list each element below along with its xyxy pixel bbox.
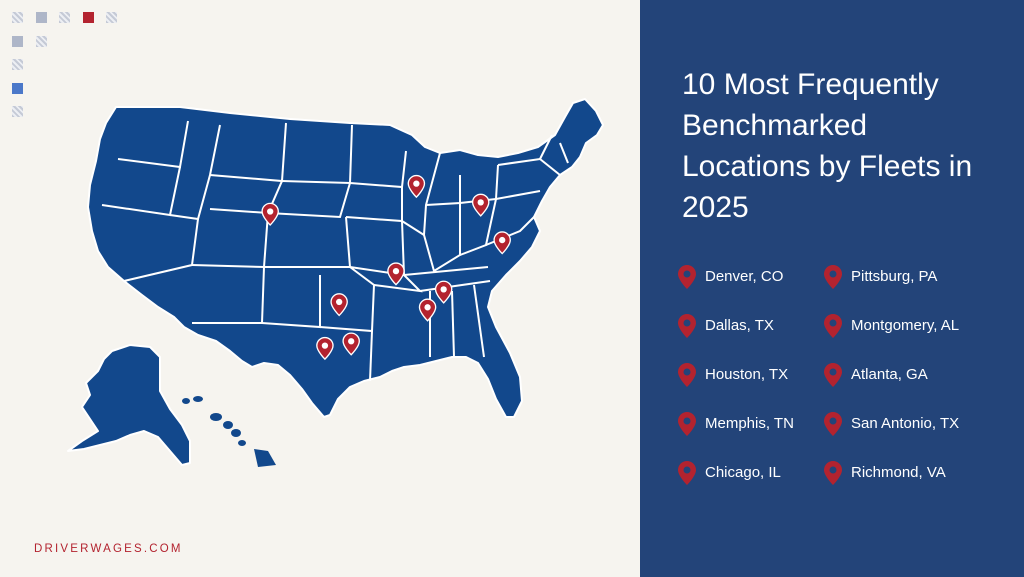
map-pin-icon xyxy=(824,460,842,485)
location-marker[interactable] xyxy=(330,293,348,317)
legend-item: Dallas, TX xyxy=(678,301,824,350)
deco-square xyxy=(106,12,117,23)
deco-square xyxy=(36,36,47,47)
location-marker[interactable] xyxy=(418,298,437,322)
legend-label: Chicago, IL xyxy=(705,464,781,481)
map-pin-icon xyxy=(824,264,842,289)
location-legend: Denver, CO Pittsburg, PA Dallas, TX Montgom… xyxy=(678,252,1008,497)
map-pin-icon xyxy=(824,362,842,387)
map-pin-icon xyxy=(824,411,842,436)
legend-label: Dallas, TX xyxy=(705,317,774,334)
page-title: 10 Most Frequently Benchmarked Locations… xyxy=(682,68,973,224)
location-marker[interactable] xyxy=(316,336,334,361)
map-panel: DRIVERWAGES.COM xyxy=(12,12,604,555)
legend-label: Montgomery, AL xyxy=(851,317,960,334)
deco-square xyxy=(12,83,23,94)
map-pin-icon xyxy=(824,313,842,338)
legend-item: Montgomery, AL xyxy=(824,301,984,350)
legend-label: Pittsburg, PA xyxy=(851,268,938,285)
deco-square xyxy=(12,36,23,47)
legend-item: San Antonio, TX xyxy=(824,399,984,448)
location-marker[interactable] xyxy=(471,193,490,217)
legend-label: Houston, TX xyxy=(705,366,789,383)
legend-item: Memphis, TN xyxy=(678,399,824,448)
deco-square xyxy=(12,106,23,117)
map-pin-icon xyxy=(678,264,696,289)
legend-item: Houston, TX xyxy=(678,350,824,399)
decorative-squares xyxy=(12,12,122,122)
location-marker[interactable] xyxy=(407,174,426,199)
location-marker[interactable] xyxy=(434,280,453,304)
marker-layer xyxy=(261,174,511,361)
map-pin-icon xyxy=(678,362,696,387)
deco-square xyxy=(12,59,23,70)
alaska-shape xyxy=(67,344,191,466)
legend-label: Richmond, VA xyxy=(851,464,946,481)
location-marker[interactable] xyxy=(387,262,405,286)
deco-square xyxy=(83,12,94,23)
hawaii-shapes xyxy=(182,396,276,467)
legend-item: Denver, CO xyxy=(678,252,824,301)
map-pin-icon xyxy=(678,411,696,436)
legend-label: Memphis, TN xyxy=(705,415,794,432)
brand-url[interactable]: DRIVERWAGES.COM xyxy=(34,543,183,555)
legend-panel: 10 Most Frequently Benchmarked Locations… xyxy=(640,0,1024,577)
legend-label: Denver, CO xyxy=(705,268,784,285)
deco-square xyxy=(12,12,23,23)
legend-label: San Antonio, TX xyxy=(851,415,960,432)
legend-item: Richmond, VA xyxy=(824,448,984,497)
location-marker[interactable] xyxy=(261,202,279,226)
map-pin-icon xyxy=(678,313,696,338)
legend-item: Chicago, IL xyxy=(678,448,824,497)
location-marker[interactable] xyxy=(342,332,360,356)
legend-item: Pittsburg, PA xyxy=(824,252,984,301)
location-marker[interactable] xyxy=(493,231,511,255)
deco-square xyxy=(59,12,70,23)
us-map xyxy=(67,98,604,467)
deco-square xyxy=(36,12,47,23)
contiguous-us-shape xyxy=(87,98,604,418)
legend-item: Atlanta, GA xyxy=(824,350,984,399)
legend-label: Atlanta, GA xyxy=(851,366,928,383)
map-pin-icon xyxy=(678,460,696,485)
